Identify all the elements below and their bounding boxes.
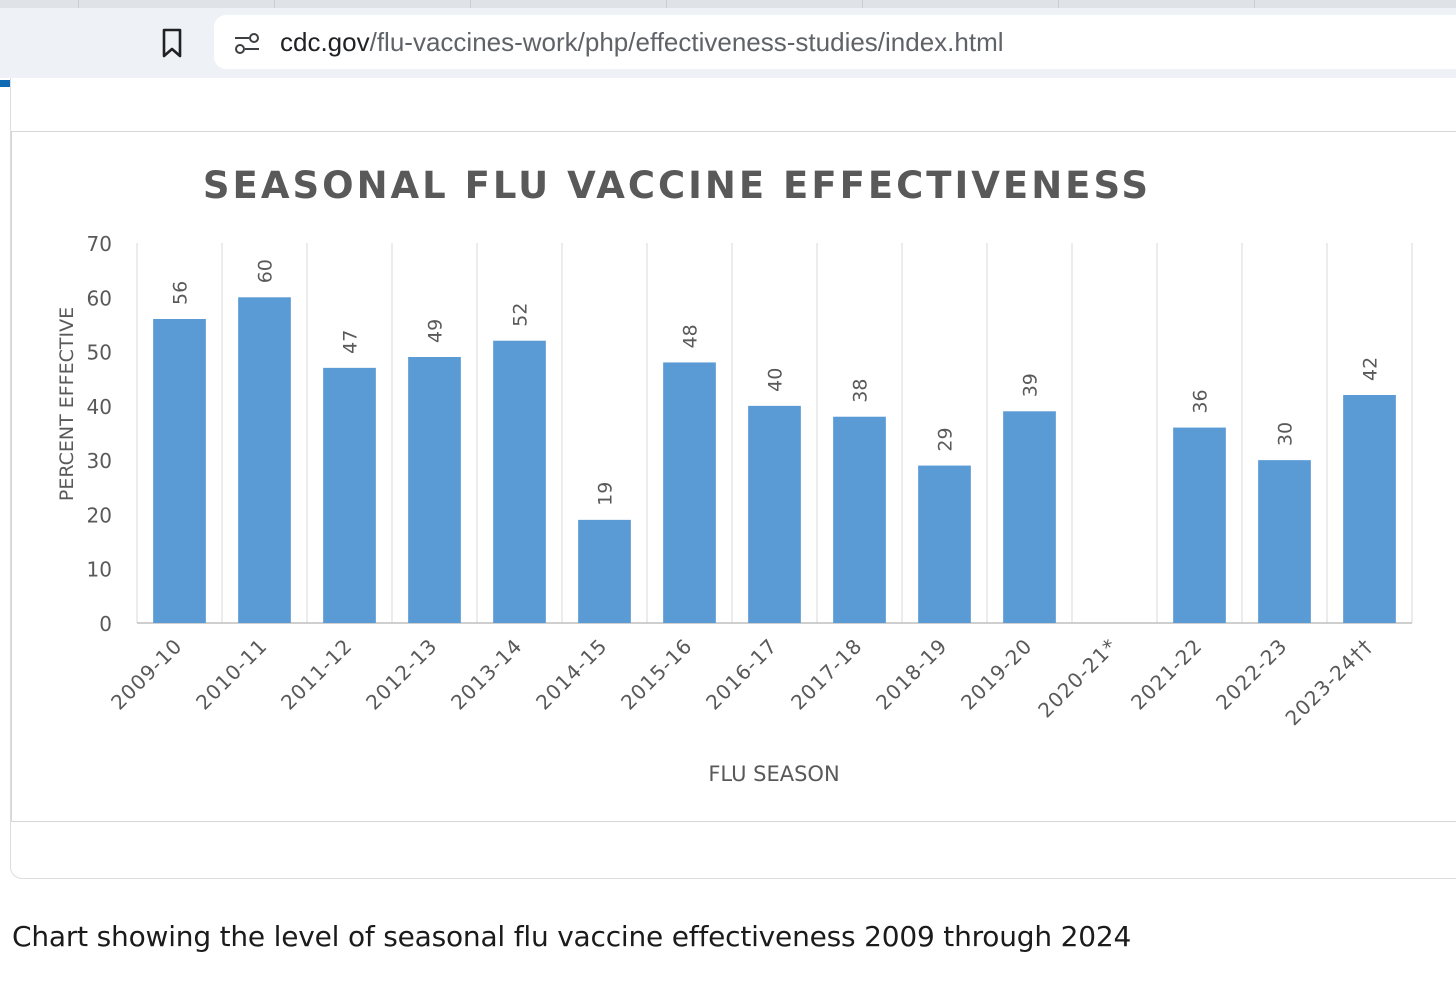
tab-divider — [862, 0, 863, 8]
tab-divider — [1058, 0, 1059, 8]
bar-2010-11 — [238, 297, 291, 623]
browser-toolbar: cdc.gov/flu-vaccines-work/php/effectiven… — [0, 0, 1456, 78]
x-tick-label: 2009-10 — [106, 634, 187, 715]
address-bar[interactable]: cdc.gov/flu-vaccines-work/php/effectiven… — [214, 15, 1456, 69]
bar-2021-22 — [1173, 427, 1226, 623]
x-tick-label: 2015-16 — [616, 634, 697, 715]
data-label: 48 — [680, 324, 702, 348]
x-tick-label: 2012-13 — [361, 634, 442, 715]
data-label: 49 — [425, 319, 447, 343]
chart-data-labels: 56 60 47 49 52 19 48 40 38 29 39 36 30 42 — [170, 259, 1382, 506]
bar-2022-23 — [1258, 460, 1311, 623]
bar-2016-17 — [748, 405, 801, 623]
x-tick-label: 2016-17 — [701, 634, 782, 715]
x-tick-label: 2017-18 — [786, 634, 867, 715]
data-label: 29 — [935, 427, 957, 451]
site-info-icon[interactable] — [232, 29, 262, 57]
bar-2012-13 — [408, 357, 461, 623]
chart-y-ticks: 0 10 20 30 40 50 60 70 — [87, 232, 112, 636]
data-label: 30 — [1275, 422, 1297, 446]
data-label: 60 — [255, 259, 277, 283]
bar-2018-19 — [918, 465, 971, 623]
bookmark-icon[interactable] — [158, 27, 186, 59]
y-tick-label: 0 — [99, 612, 112, 636]
x-tick-label: 2013-14 — [446, 634, 527, 715]
y-axis-label: PERCENT EFFECTIVE — [56, 307, 78, 501]
y-tick-label: 40 — [87, 395, 112, 419]
bar-2009-10 — [153, 319, 206, 623]
chart-x-ticks: 2009-10 2010-11 2011-12 2012-13 2013-14 2014-… — [106, 634, 1377, 731]
data-label: 36 — [1190, 389, 1212, 413]
bar-2014-15 — [578, 519, 631, 623]
chart-container: 56 60 47 49 52 19 48 40 38 29 39 36 30 42 2009-10 2010… — [11, 131, 1456, 822]
y-tick-label: 30 — [87, 449, 112, 473]
y-tick-label: 70 — [87, 232, 112, 256]
y-tick-label: 20 — [87, 503, 112, 527]
x-tick-label: 2022-23 — [1211, 634, 1292, 715]
data-label: 38 — [850, 379, 872, 403]
url-text[interactable]: cdc.gov/flu-vaccines-work/php/effectiven… — [280, 27, 1004, 58]
chart-title: SEASONAL FLU VACCINE EFFECTIVENESS — [203, 164, 1151, 207]
data-label: 47 — [340, 330, 362, 354]
x-tick-label: 2018-19 — [871, 634, 952, 715]
x-tick-label: 2019-20 — [956, 634, 1037, 715]
data-label: 19 — [595, 482, 617, 506]
bar-2013-14 — [493, 340, 546, 623]
tab-divider — [1254, 0, 1255, 8]
data-label: 52 — [510, 303, 532, 327]
bar-2023-24†† — [1343, 395, 1396, 623]
chart-bars — [153, 297, 1396, 623]
tab-divider — [78, 0, 79, 8]
tab-strip[interactable] — [0, 0, 1456, 8]
y-tick-label: 60 — [87, 286, 112, 310]
data-label: 42 — [1360, 357, 1382, 381]
x-tick-label: 2011-12 — [276, 634, 357, 715]
x-tick-label: 2023-24†† — [1280, 634, 1377, 731]
x-axis-label: FLU SEASON — [708, 762, 839, 786]
bar-2015-16 — [663, 362, 716, 623]
x-tick-label: 2010-11 — [191, 634, 272, 715]
y-tick-label: 50 — [87, 341, 112, 365]
tab-divider — [666, 0, 667, 8]
x-tick-label: 2014-15 — [531, 634, 612, 715]
x-tick-label: 2021-22 — [1126, 634, 1207, 715]
url-path: /flu-vaccines-work/php/effectiveness-stu… — [369, 27, 1004, 57]
tab-divider — [470, 0, 471, 8]
y-tick-label: 10 — [87, 558, 112, 582]
bar-2011-12 — [323, 367, 376, 623]
bar-2017-18 — [833, 416, 886, 623]
url-host: cdc.gov — [280, 27, 370, 57]
bar-2019-20 — [1003, 411, 1056, 623]
image-caption: Chart showing the level of seasonal flu … — [12, 920, 1132, 953]
x-tick-label: 2020-21* — [1033, 634, 1122, 723]
data-label: 56 — [170, 281, 192, 305]
data-label: 39 — [1020, 373, 1042, 397]
tab-divider — [274, 0, 275, 8]
data-label: 40 — [765, 368, 787, 392]
